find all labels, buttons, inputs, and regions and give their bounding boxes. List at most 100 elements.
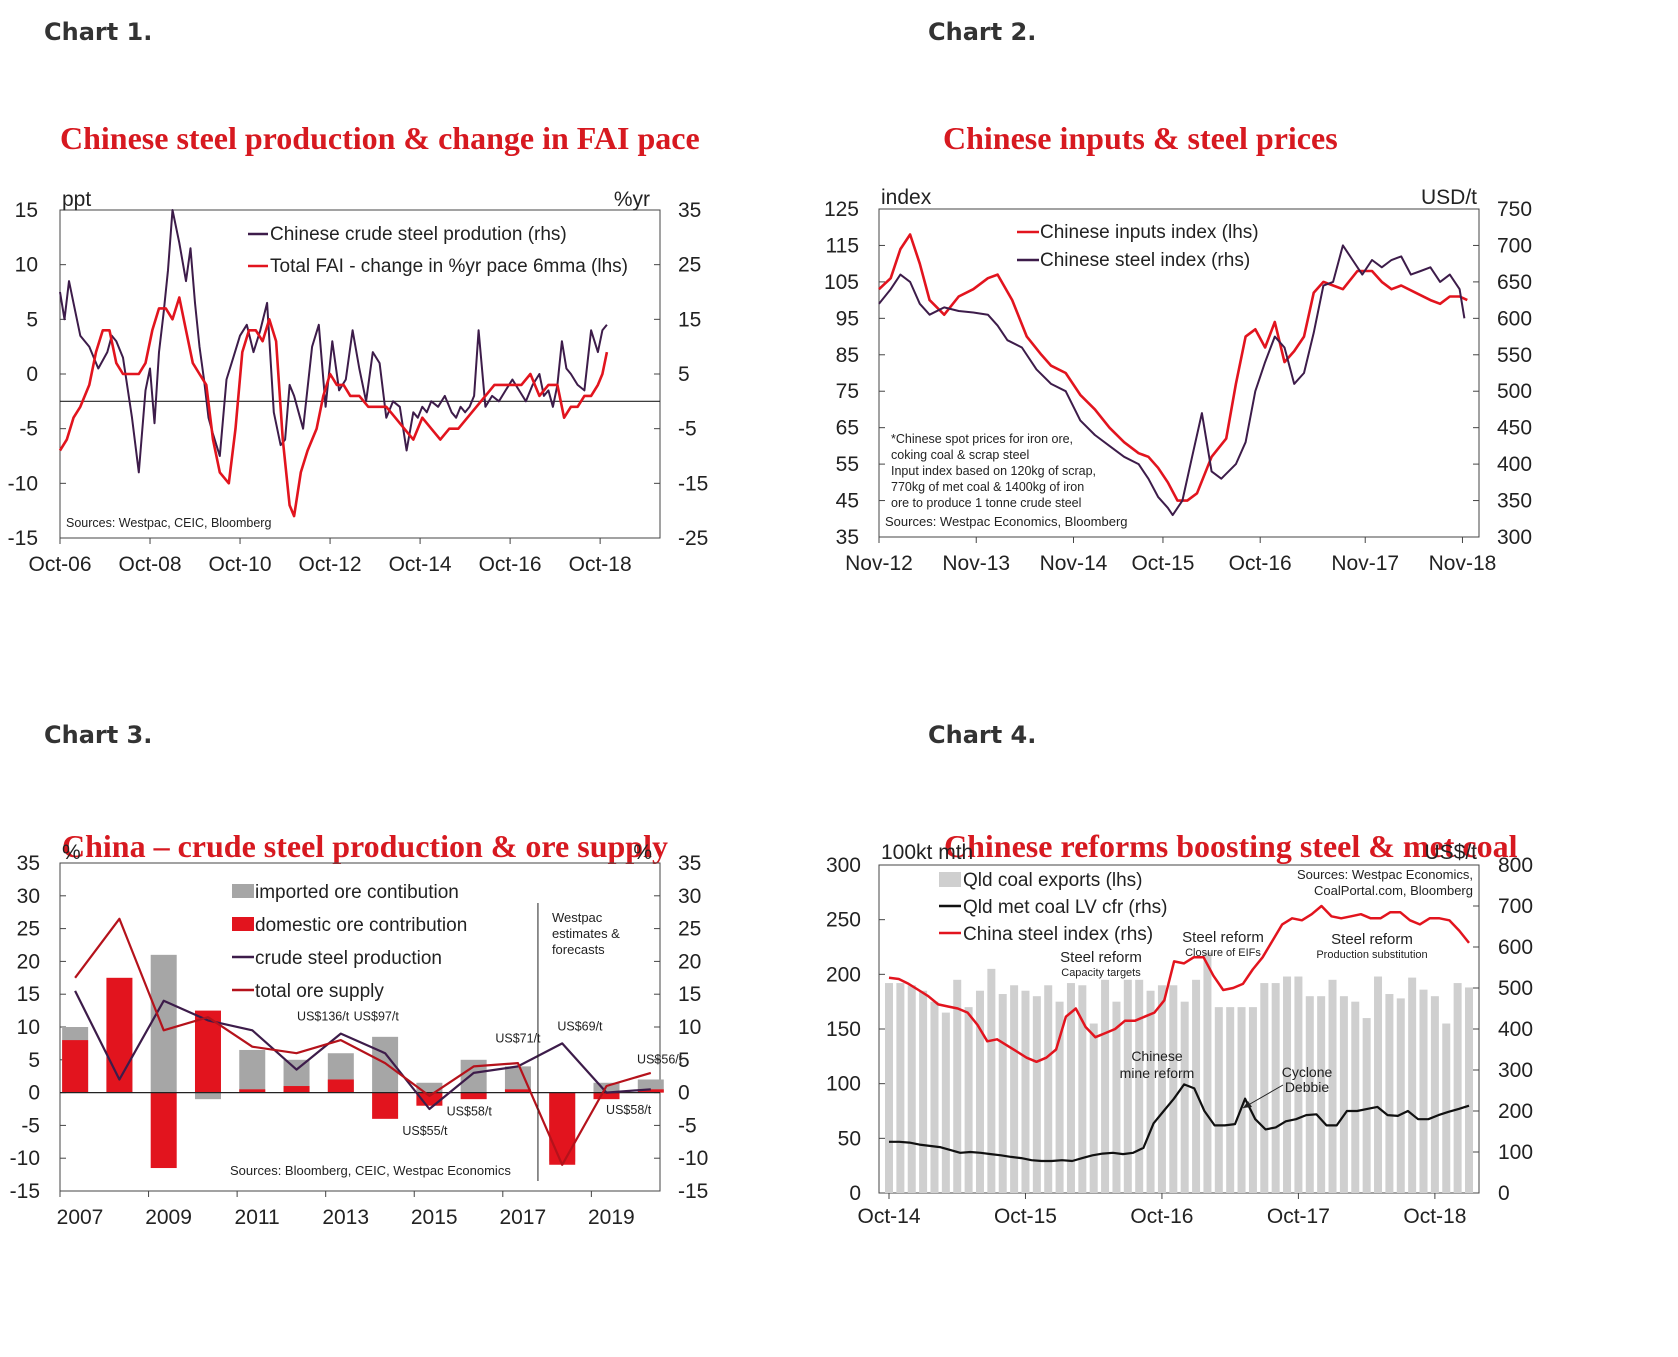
- chart-4-bar-coal-exports: [1203, 952, 1212, 1193]
- chart-3-right-tick-label: 25: [678, 918, 701, 941]
- chart-3-left-tick-label: 10: [17, 1016, 40, 1039]
- chart-3-label: Chart 3.: [44, 721, 153, 749]
- chart-1-x-tick-label: Oct-10: [209, 553, 272, 576]
- chart-3-left-tick-label: -5: [21, 1114, 40, 1137]
- chart-4-bar-coal-exports: [1169, 985, 1178, 1193]
- chart-2-right-tick-label: 400: [1497, 453, 1532, 476]
- chart-3-legend-label: domestic ore contribution: [255, 915, 467, 936]
- chart-4-series-line-steel-index: [888, 904, 1470, 1064]
- chart-2-left-tick-label: 65: [836, 417, 859, 440]
- chart-3-legend-label: crude steel production: [255, 948, 442, 969]
- chart-3-price-label: US$58/t: [606, 1103, 652, 1117]
- chart-3-left-tick-label: 5: [28, 1049, 40, 1072]
- chart-4-right-tick-label: 800: [1498, 854, 1533, 877]
- chart-2-right-tick-label: 450: [1497, 417, 1532, 440]
- chart-4-right-unit: US$/t: [1424, 841, 1477, 864]
- chart-3-price-label: US$55/t: [402, 1124, 448, 1138]
- chart-4-bar-coal-exports: [1396, 998, 1405, 1193]
- chart-4-bar-coal-exports: [1351, 1001, 1360, 1193]
- chart-3-bar-imported: [150, 954, 177, 1093]
- chart-3-bar-domestic: [504, 1089, 531, 1093]
- chart-1-left-tick-label: 10: [15, 254, 38, 277]
- chart-4-bar-coal-exports: [1283, 976, 1292, 1193]
- chart-4-annotation: Chinese: [1131, 1048, 1183, 1064]
- chart-2-label: Chart 2.: [928, 18, 1037, 46]
- chart-2-left-tick-label: 85: [836, 344, 859, 367]
- chart-3-bar-domestic: [106, 977, 133, 1093]
- chart-4-bar-coal-exports: [1237, 1007, 1246, 1193]
- chart-3-right-tick-label: -5: [678, 1114, 697, 1137]
- chart-4-annotation: Steel reform: [1060, 949, 1142, 966]
- chart-2-left-tick-label: 105: [824, 271, 859, 294]
- chart-4-left-tick-label: 100: [826, 1073, 861, 1096]
- chart-4-bar-coal-exports: [1010, 985, 1019, 1193]
- chart-4-bar-coal-exports: [1180, 1001, 1189, 1193]
- chart-2-frame: [878, 208, 1480, 538]
- chart-3-bar-domestic: [239, 1089, 266, 1093]
- chart-2-left-tick-label: 55: [836, 453, 859, 476]
- chart-4-bar-coal-exports: [964, 1007, 973, 1193]
- chart-4-bar-coal-exports: [1419, 989, 1428, 1193]
- chart-4-series-line-met-coal: [889, 1083, 1470, 1163]
- chart-2-x-tick-label: Nov-12: [845, 552, 913, 575]
- chart-3-forecast-note: estimates &: [552, 926, 620, 941]
- chart-1-x-tick-label: Oct-14: [389, 553, 452, 576]
- chart-1-left-tick-label: 15: [15, 199, 38, 222]
- chart-3-price-label: US$71/t: [495, 1032, 541, 1046]
- chart-2-right-tick-label: 550: [1497, 344, 1532, 367]
- chart-3-left-tick-label: -10: [10, 1147, 40, 1170]
- chart-3-bar-domestic: [372, 1092, 399, 1119]
- chart-1-x-tick-label: Oct-18: [569, 553, 632, 576]
- chart-4-bar-coal-exports: [1294, 976, 1303, 1193]
- chart-3-right-tick-label: 0: [678, 1082, 690, 1105]
- chart-2-right-tick-label: 650: [1497, 271, 1532, 294]
- chart-4-left-tick-label: 150: [826, 1018, 861, 1041]
- chart-3-right-tick-label: 35: [678, 852, 701, 875]
- chart-4-bar-coal-exports: [998, 994, 1007, 1193]
- chart-panel-1: Chart 1. Chinese steel production & chan…: [0, 0, 839, 678]
- chart-3-left-unit: %: [62, 841, 81, 864]
- chart-4-bar-coal-exports: [930, 1001, 939, 1193]
- chart-4-label: Chart 4.: [928, 721, 1037, 749]
- chart-3-bar-domestic: [150, 1092, 177, 1169]
- chart-3-legend-label: total ore supply: [255, 981, 384, 1002]
- chart-3-legend-swatch: [232, 884, 254, 898]
- chart-4-annotation: Steel reform: [1331, 931, 1413, 948]
- chart-4-bar-coal-exports: [1044, 985, 1053, 1193]
- chart-4-bar-coal-exports: [1328, 979, 1337, 1193]
- chart-3-bar-domestic: [460, 1092, 487, 1100]
- chart-3-bar-imported: [416, 1082, 443, 1093]
- chart-4-bar-coal-exports: [1226, 1007, 1235, 1193]
- chart-2-x-tick-label: Nov-18: [1429, 552, 1497, 575]
- chart-1-left-tick-label: -10: [8, 472, 38, 495]
- chart-2-right-tick-label: 300: [1497, 526, 1532, 549]
- chart-1-left-tick-label: 0: [26, 363, 38, 386]
- chart-4-annotation: Steel reform: [1182, 929, 1264, 946]
- chart-2-note-line: Input index based on 120kg of scrap,: [891, 464, 1096, 478]
- chart-4-bar-coal-exports: [1271, 983, 1280, 1193]
- chart-2-left-tick-label: 45: [836, 490, 859, 513]
- chart-2-sources: Sources: Westpac Economics, Bloomberg: [885, 514, 1128, 529]
- chart-3-x-tick-label: 2015: [411, 1206, 458, 1229]
- chart-1-series-line-steel-production: [59, 209, 608, 474]
- chart-3-left-tick-label: 35: [17, 852, 40, 875]
- chart-3-right-unit: %: [633, 841, 652, 864]
- chart-4-bar-coal-exports: [1078, 985, 1087, 1193]
- chart-3-sources: Sources: Bloomberg, CEIC, Westpac Econom…: [230, 1163, 511, 1178]
- chart-4-x-tick-label: Oct-17: [1267, 1205, 1330, 1228]
- chart-4-annotation-sub: mine reform: [1120, 1065, 1195, 1081]
- chart-3-left-tick-label: 15: [17, 983, 40, 1006]
- chart-2-left-tick-label: 125: [824, 198, 859, 221]
- chart-4-bar-coal-exports: [1430, 996, 1439, 1193]
- chart-panel-2: Chart 2. Chinese inputs & steel prices 1…: [824, 0, 1678, 678]
- chart-3-left-tick-label: -15: [10, 1180, 40, 1203]
- chart-3-forecast-note: forecasts: [552, 942, 605, 957]
- chart-3-right-tick-label: 15: [678, 983, 701, 1006]
- chart-4-bar-coal-exports: [1317, 996, 1326, 1193]
- chart-2-series-line-inputs: [878, 233, 1468, 502]
- chart-2-x-tick-label: Oct-16: [1229, 552, 1292, 575]
- chart-4-left-tick-label: 300: [826, 854, 861, 877]
- chart-panel-4: Chart 4. Chinese reforms boosting steel …: [826, 678, 1678, 1356]
- chart-3-right-tick-label: 5: [678, 1049, 690, 1072]
- chart-4-bar-coal-exports: [1453, 983, 1462, 1193]
